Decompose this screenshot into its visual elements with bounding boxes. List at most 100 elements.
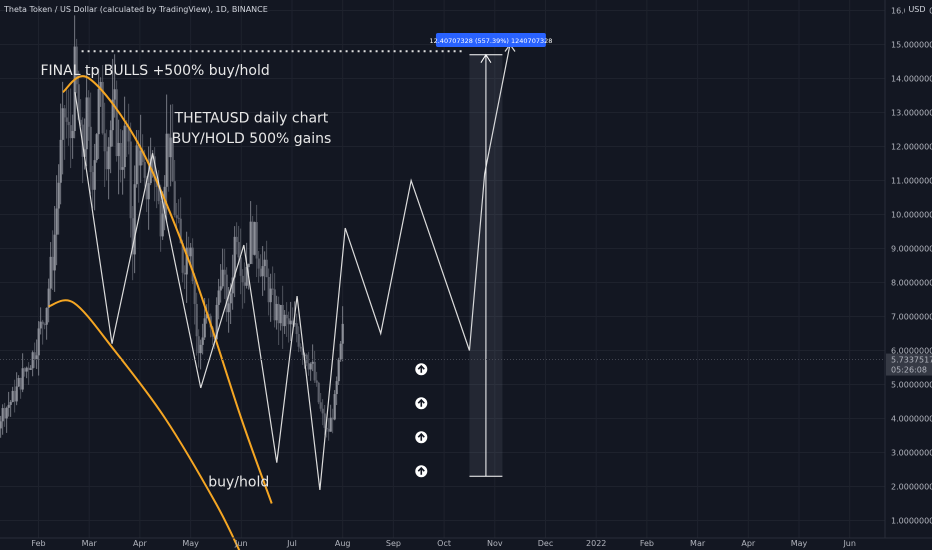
candle-body	[261, 266, 264, 277]
measure-label: 12.40707328 (557.39%) 1240707328	[429, 37, 552, 45]
candle-body	[181, 243, 184, 273]
candle-body	[315, 380, 318, 383]
candle-body	[113, 89, 116, 100]
candle-body	[249, 221, 252, 264]
time-axis[interactable]: Feb Mar Apr May Jun Jul Aug Sep Oct Nov Dec 2022 Feb…	[0, 537, 932, 548]
candle-body	[75, 46, 78, 85]
candle-body	[123, 125, 126, 168]
candle-body	[265, 259, 268, 278]
candle-body	[105, 151, 108, 170]
candle-body	[319, 402, 322, 409]
candle-body	[171, 137, 174, 182]
candle-body	[339, 343, 342, 360]
candle-body	[333, 394, 336, 420]
candle-body	[91, 172, 94, 190]
time-tick-label: Apr	[741, 539, 756, 548]
candle-body	[143, 162, 146, 178]
candle-body	[251, 221, 254, 255]
candle-body	[55, 208, 58, 235]
candle-body	[7, 404, 10, 408]
candle-body	[279, 304, 282, 324]
annotation-text: THETAUSD daily chart	[174, 111, 329, 127]
candle-body	[61, 108, 64, 140]
last-price-label: 5.73375176	[891, 356, 932, 365]
candle-body	[21, 368, 24, 390]
candle-body	[197, 336, 200, 354]
time-tick-label: Apr	[133, 539, 148, 548]
candle-body	[149, 158, 152, 184]
candle-body	[187, 247, 190, 257]
candle-body	[321, 408, 324, 414]
time-tick-label: Mar	[690, 539, 706, 548]
last-price-countdown: 05:26:08	[891, 366, 927, 375]
candle-body	[103, 133, 106, 152]
candle-body	[323, 413, 326, 428]
candle-body	[225, 274, 228, 313]
candle-body	[99, 81, 102, 89]
candle-body	[263, 259, 266, 267]
candle-body	[177, 217, 180, 219]
time-tick-label: May	[791, 539, 808, 548]
price-tick-label: 6.00000000	[891, 347, 932, 356]
candle-body	[37, 328, 40, 356]
candle-body	[17, 378, 20, 387]
candle-body	[51, 256, 54, 271]
candle-body	[297, 334, 300, 347]
candle-body	[85, 97, 88, 150]
candle-body	[201, 337, 204, 345]
candle-body	[229, 293, 232, 304]
candle-body	[295, 323, 298, 335]
candle-body	[119, 142, 122, 170]
candle-body	[337, 359, 340, 382]
candle-body	[239, 257, 242, 276]
candle-body	[167, 133, 170, 158]
candle-body	[95, 134, 98, 161]
candle-body	[223, 269, 226, 275]
candle-body	[33, 352, 36, 360]
candle-body	[243, 282, 246, 286]
candle-body	[147, 183, 150, 200]
candle-body	[273, 289, 276, 321]
candle-body	[155, 181, 158, 188]
candle-body	[283, 314, 286, 327]
candle-body	[19, 378, 22, 390]
candle-body	[23, 368, 26, 372]
candle-body	[137, 145, 140, 166]
candle-body	[195, 303, 198, 337]
candle-body	[175, 215, 178, 218]
price-axis[interactable]: 1.00000000 2.00000000 3.00000000 4.00000000…	[0, 0, 932, 538]
price-tick-label: 10.00000000	[891, 211, 932, 220]
time-tick-label: Feb	[640, 539, 654, 548]
candle-body	[101, 81, 104, 134]
candle-body	[41, 321, 44, 325]
candle-body	[299, 346, 302, 349]
trend-curves	[48, 75, 273, 550]
candle-body	[317, 382, 320, 403]
candle-body	[159, 201, 162, 237]
projection-line	[74, 44, 511, 490]
candle-body	[183, 272, 186, 275]
chart-title: Theta Token / US Dollar (calculated by T…	[3, 5, 268, 14]
currency-badge-bg	[905, 3, 929, 15]
candlestick-series	[0, 15, 344, 441]
candle-body	[293, 323, 296, 325]
candle-body	[35, 355, 38, 360]
candle-body	[1, 408, 4, 422]
candle-body	[115, 89, 118, 157]
price-tick-label: 9.00000000	[891, 245, 932, 254]
candle-body	[117, 142, 120, 157]
candle-body	[219, 286, 222, 291]
price-range-measure: 12.40707328 (557.39%) 1240707328	[429, 33, 552, 477]
candle-body	[97, 88, 100, 135]
up-arrow-icon	[417, 466, 425, 475]
time-tick-label: May	[182, 539, 199, 548]
currency-badge: USD	[908, 5, 925, 14]
candle-body	[43, 324, 46, 326]
candle-body	[109, 130, 112, 147]
candle-body	[31, 352, 34, 369]
annotation-text: FINAL tp BULLS +500% buy/hold	[40, 63, 269, 79]
candle-body	[285, 314, 288, 319]
price-tick-label: 5.00000000	[891, 381, 932, 390]
up-arrow-icon	[417, 432, 425, 441]
